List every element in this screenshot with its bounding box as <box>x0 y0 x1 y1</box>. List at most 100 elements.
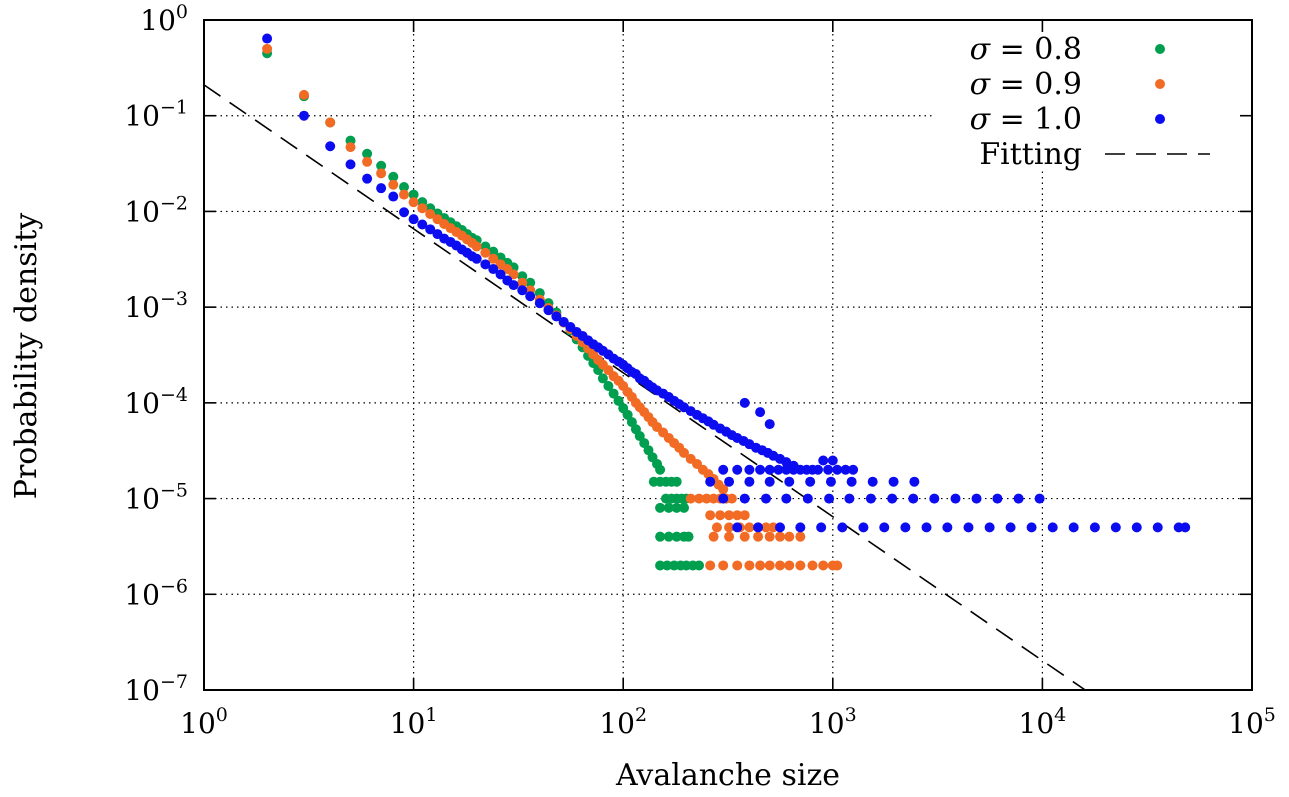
data-point-sigma-08 <box>597 373 608 384</box>
data-point-sigma-08 <box>655 464 666 475</box>
x-tick-label: 104 <box>1019 704 1067 740</box>
data-point-sigma-10 <box>1068 522 1079 533</box>
data-point-sigma-08 <box>663 531 674 542</box>
y-tick-label: 10−3 <box>124 288 188 324</box>
data-point-sigma-10 <box>345 159 356 170</box>
data-point-sigma-10 <box>846 476 857 487</box>
data-point-sigma-09 <box>739 510 750 521</box>
data-point-sigma-10 <box>865 493 876 504</box>
data-point-sigma-09 <box>399 189 410 200</box>
data-point-sigma-10 <box>1005 522 1016 533</box>
data-point-sigma-10 <box>805 476 816 487</box>
data-point-sigma-10 <box>844 493 855 504</box>
data-point-sigma-10 <box>900 522 911 533</box>
data-point-sigma-10 <box>543 305 554 316</box>
data-point-sigma-10 <box>858 522 869 533</box>
data-point-sigma-10 <box>760 493 771 504</box>
data-point-sigma-10 <box>781 464 792 475</box>
y-axis-title: Probability density <box>9 213 44 500</box>
data-point-sigma-09 <box>784 560 795 571</box>
data-point-sigma-10 <box>825 476 836 487</box>
data-point-sigma-10 <box>718 464 729 475</box>
data-point-sigma-09 <box>724 510 735 521</box>
data-point-sigma-09 <box>262 43 273 54</box>
grid-lines <box>204 20 1252 690</box>
data-point-sigma-10 <box>832 464 843 475</box>
data-point-sigma-10 <box>950 493 961 504</box>
data-point-sigma-08 <box>655 560 666 571</box>
data-point-sigma-10 <box>739 493 750 504</box>
data-point-sigma-10 <box>813 464 824 475</box>
data-point-sigma-10 <box>992 493 1003 504</box>
data-point-sigma-10 <box>784 476 795 487</box>
data-point-sigma-08 <box>671 531 682 542</box>
data-point-sigma-10 <box>887 493 898 504</box>
data-point-sigma-10 <box>732 522 743 533</box>
y-tick-label: 10−5 <box>124 480 188 516</box>
data-point-sigma-10 <box>299 110 310 121</box>
data-point-sigma-08 <box>613 395 624 406</box>
data-point-sigma-09 <box>417 203 428 214</box>
data-point-sigma-10 <box>775 522 786 533</box>
data-point-sigma-08 <box>488 246 499 257</box>
data-point-sigma-10 <box>764 476 775 487</box>
data-point-sigma-08 <box>408 189 419 200</box>
data-point-sigma-10 <box>724 476 735 487</box>
data-point-sigma-09 <box>718 484 729 495</box>
data-point-sigma-09 <box>775 531 786 542</box>
data-point-sigma-10 <box>1089 522 1100 533</box>
x-tick-label: 105 <box>1228 704 1276 740</box>
y-tick-label: 10−4 <box>124 384 188 420</box>
data-point-sigma-09 <box>715 510 726 521</box>
data-point-sigma-10 <box>802 493 813 504</box>
data-point-sigma-09 <box>376 168 387 179</box>
data-point-sigma-10 <box>525 291 536 302</box>
data-point-sigma-10 <box>1034 493 1045 504</box>
data-point-sigma-10 <box>739 397 750 408</box>
data-point-sigma-08 <box>655 531 666 542</box>
x-tick-label: 103 <box>809 704 857 740</box>
data-point-sigma-10 <box>879 522 890 533</box>
data-point-sigma-09 <box>807 560 818 571</box>
legend-swatch-sigma-08 <box>1155 44 1165 54</box>
data-point-sigma-09 <box>764 560 775 571</box>
data-point-sigma-10 <box>867 476 878 487</box>
data-point-sigma-10 <box>827 455 838 466</box>
data-point-sigma-09 <box>508 269 519 280</box>
data-point-sigma-10 <box>408 214 419 225</box>
data-point-sigma-09 <box>517 277 528 288</box>
data-point-sigma-08 <box>388 171 399 182</box>
data-point-sigma-10 <box>744 464 755 475</box>
legend-label-fitting: Fitting <box>979 137 1082 172</box>
data-point-sigma-10 <box>551 311 562 322</box>
data-point-sigma-08 <box>608 388 619 399</box>
data-point-sigma-08 <box>622 409 633 420</box>
data-point-sigma-10 <box>534 298 545 309</box>
y-tick-label: 10−1 <box>124 97 188 133</box>
legend-swatch-sigma-10 <box>1155 114 1165 124</box>
data-point-sigma-09 <box>732 510 743 521</box>
data-point-sigma-09 <box>488 253 499 264</box>
data-point-sigma-10 <box>508 280 519 291</box>
data-point-sigma-08 <box>525 277 536 288</box>
data-point-sigma-09 <box>832 560 843 571</box>
data-point-sigma-10 <box>488 264 499 275</box>
data-point-sigma-09 <box>726 493 737 504</box>
data-point-sigma-09 <box>425 209 436 220</box>
x-tick-label: 100 <box>180 704 228 740</box>
legend-label-sigma-08: σ = 0.8 <box>970 32 1082 67</box>
data-point-sigma-10 <box>1013 493 1024 504</box>
data-point-sigma-09 <box>701 493 712 504</box>
data-point-sigma-08 <box>671 502 682 513</box>
data-point-sigma-09 <box>760 522 771 533</box>
data-point-sigma-10 <box>788 464 799 475</box>
data-point-sigma-09 <box>732 560 743 571</box>
data-point-sigma-10 <box>1026 522 1037 533</box>
y-tick-label: 10−6 <box>124 575 188 611</box>
data-point-sigma-10 <box>755 407 766 418</box>
data-point-sigma-10 <box>840 464 851 475</box>
data-point-sigma-10 <box>773 464 784 475</box>
data-point-sigma-09 <box>362 156 373 167</box>
